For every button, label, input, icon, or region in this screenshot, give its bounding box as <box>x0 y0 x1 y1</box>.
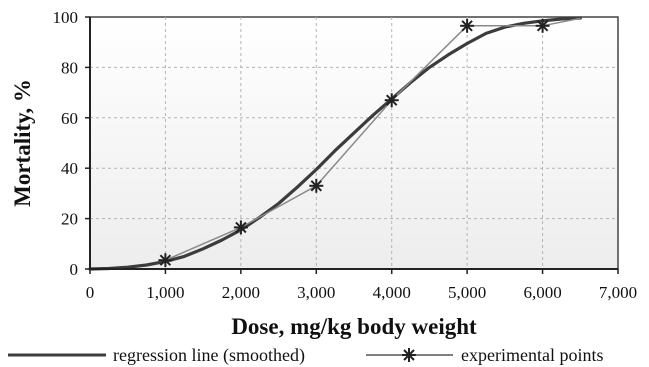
y-tick-label-0: 0 <box>70 260 79 279</box>
y-axis-ticks: 0 20 40 60 80 100 <box>53 8 90 279</box>
x-tick-label-6: 6,000 <box>523 283 561 302</box>
experimental-point-0 <box>158 253 173 268</box>
experimental-point-5 <box>535 18 550 33</box>
x-tick-label-4: 4,000 <box>373 283 411 302</box>
y-tick-label-5: 100 <box>53 8 79 27</box>
grid <box>90 17 618 269</box>
experimental-point-3 <box>384 93 399 108</box>
y-axis-title: Mortality, % <box>10 79 35 207</box>
y-tick-label-1: 20 <box>61 210 78 229</box>
x-axis-title: Dose, mg/kg body weight <box>231 314 477 339</box>
experimental-point-1 <box>233 220 248 235</box>
legend: regression line (smoothed) experimental … <box>8 345 603 366</box>
experimental-point-4 <box>460 18 475 33</box>
experimental-series <box>158 17 581 268</box>
x-tick-label-1: 1,000 <box>146 283 184 302</box>
x-tick-label-0: 0 <box>86 283 95 302</box>
legend-regression-label: regression line (smoothed) <box>113 345 305 366</box>
x-tick-label-7: 7,000 <box>599 283 637 302</box>
experimental-point-2 <box>309 178 324 193</box>
y-tick-label-2: 40 <box>61 159 78 178</box>
x-tick-label-3: 3,000 <box>297 283 335 302</box>
x-axis-ticks: 0 1,000 2,000 3,000 4,000 5,000 6,000 7,000 <box>86 269 637 302</box>
x-tick-label-2: 2,000 <box>222 283 260 302</box>
legend-experimental-star-icon <box>402 348 416 362</box>
y-tick-label-4: 80 <box>61 58 78 77</box>
x-tick-label-5: 5,000 <box>448 283 486 302</box>
legend-experimental-label: experimental points <box>461 345 603 365</box>
y-tick-label-3: 60 <box>61 109 78 128</box>
